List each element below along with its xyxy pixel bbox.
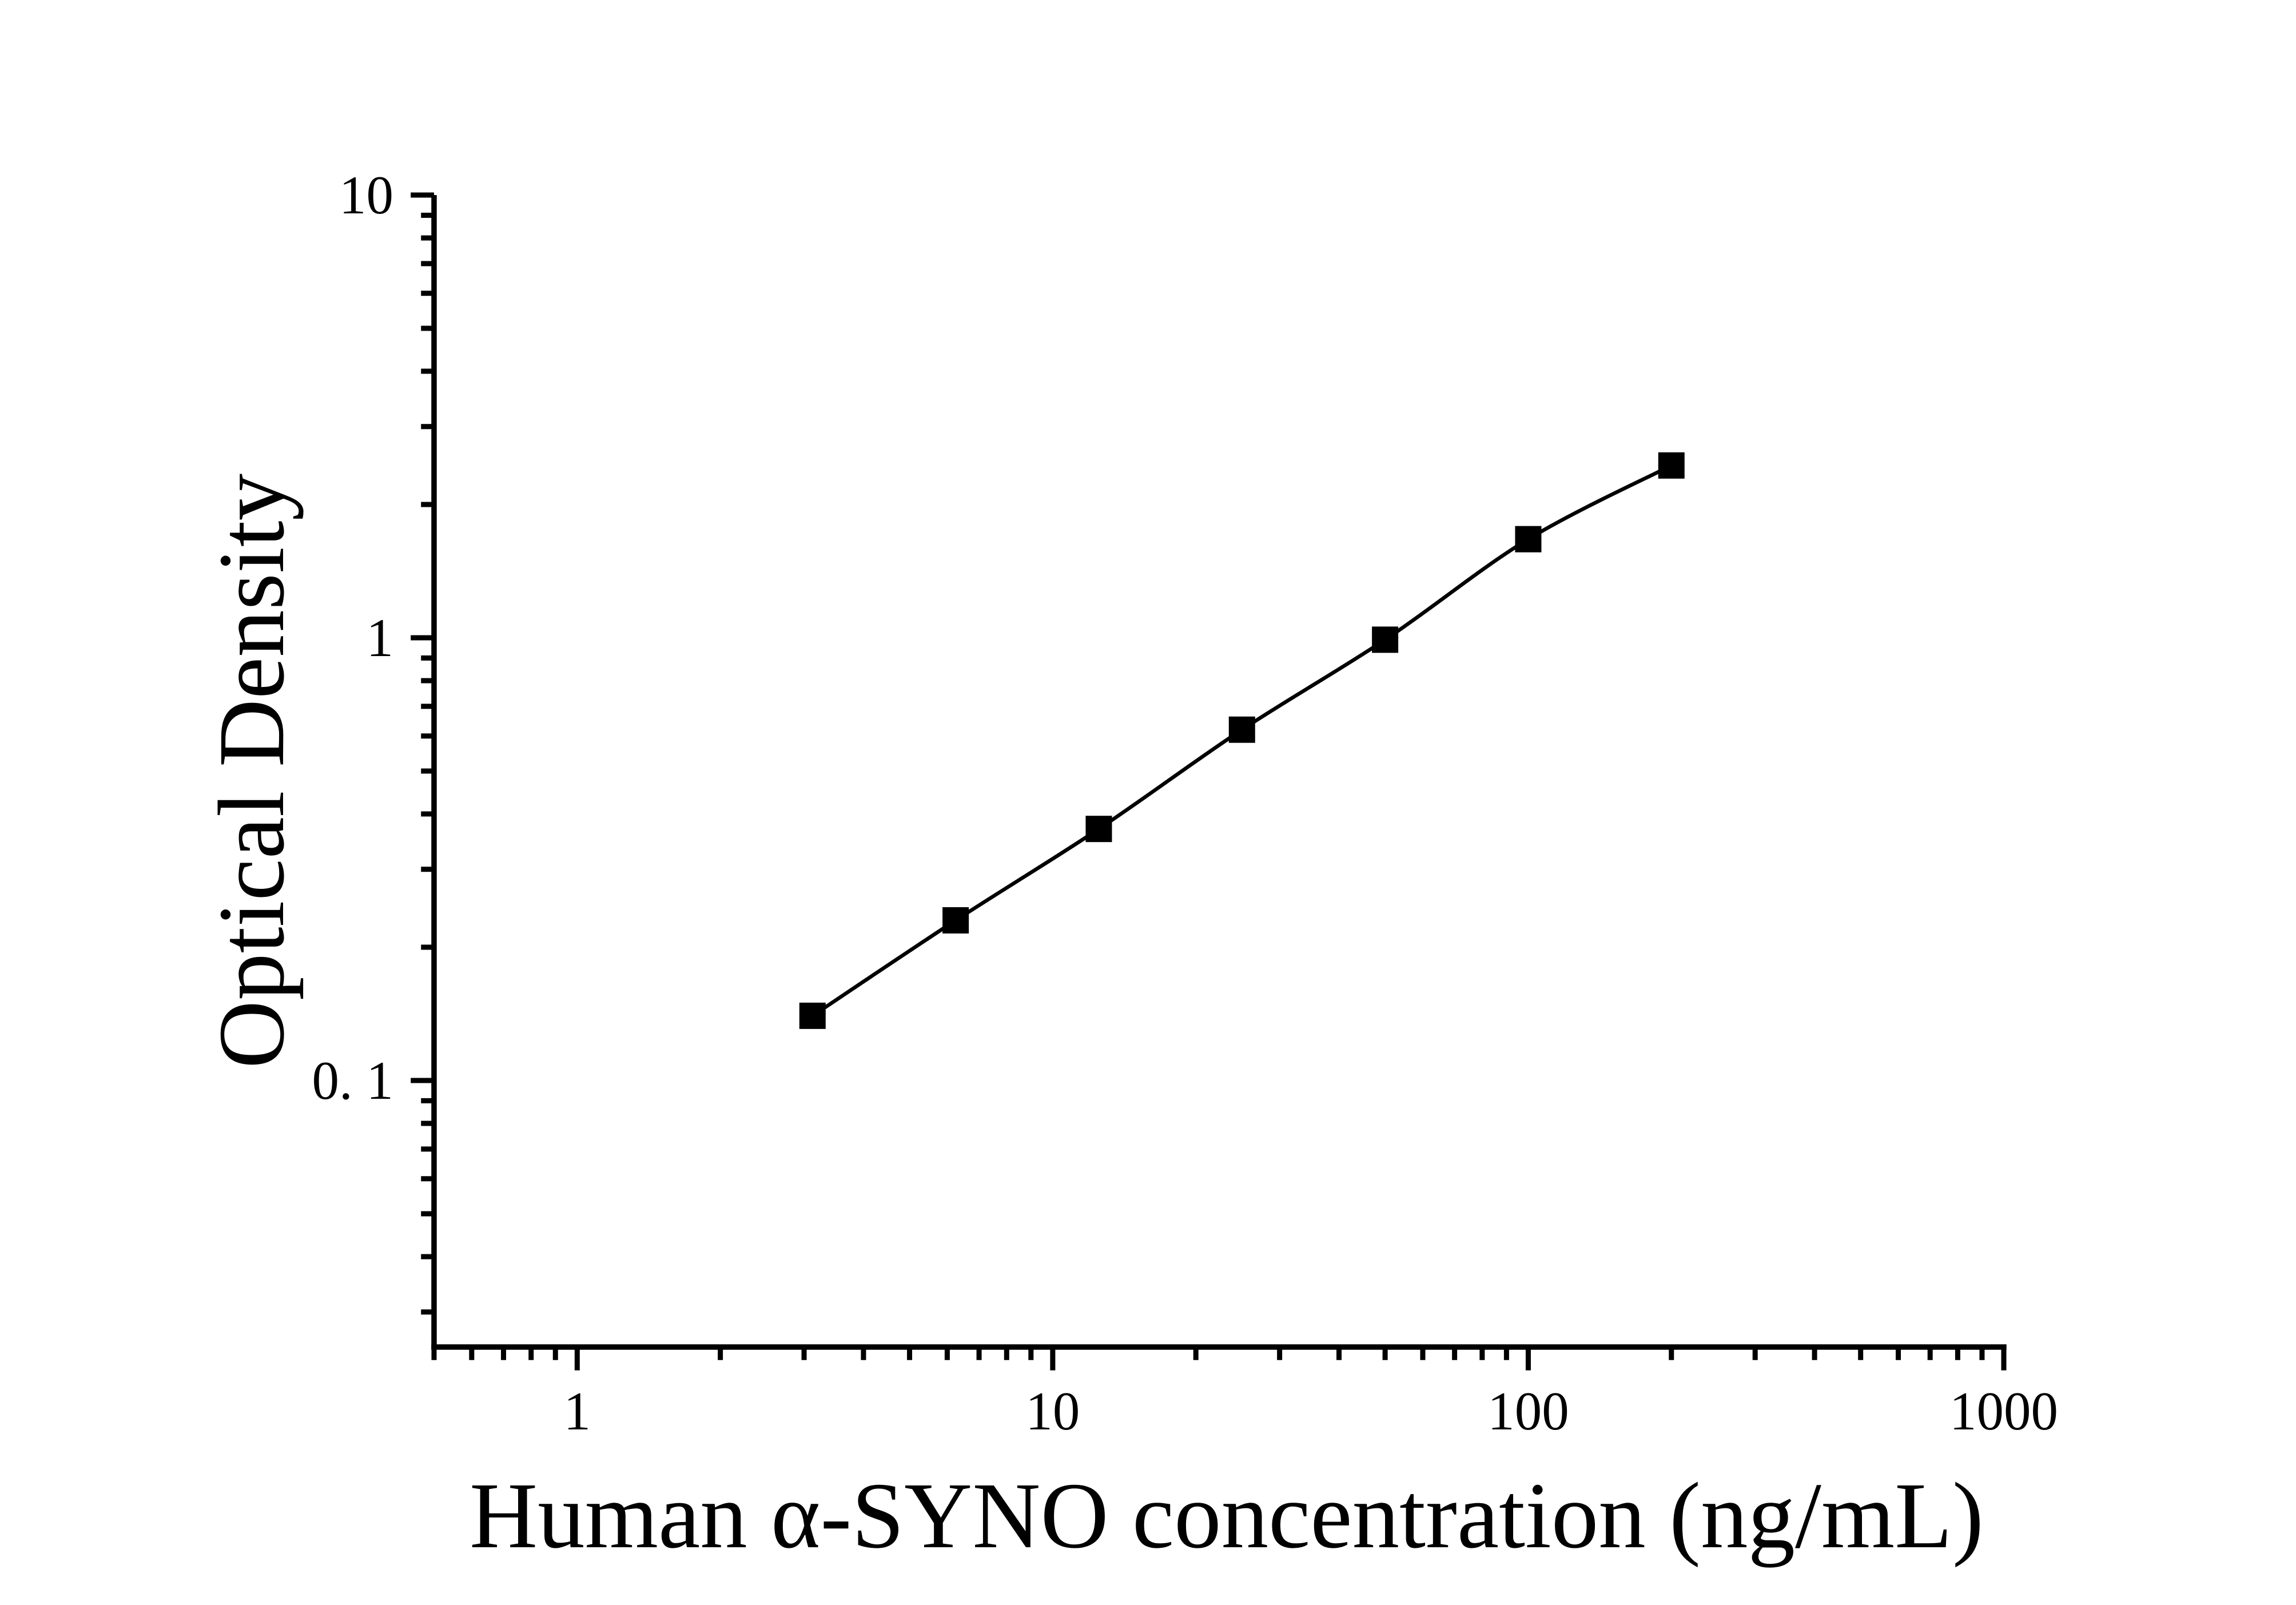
data-point-marker <box>942 907 969 934</box>
data-point-marker <box>1515 526 1542 553</box>
standard-curve-chart: 1 10 100 1000 10 1 0. 1 Human α-SYNO concentra… <box>199 165 2059 1568</box>
data-point-marker <box>1228 716 1255 743</box>
y-tick-label: 0. 1 <box>312 1050 394 1111</box>
x-tick-label: 100 <box>1487 1381 1569 1441</box>
tick-label-layer: 1 10 100 1000 10 1 0. 1 <box>312 165 2059 1441</box>
y-tick-label: 1 <box>367 607 394 668</box>
axes-layer <box>431 195 2007 1350</box>
series-layer <box>799 452 1685 1029</box>
tick-layer <box>411 192 2007 1370</box>
data-point-marker <box>1372 626 1399 653</box>
y-axis-title: Optical Density <box>199 474 304 1068</box>
x-tick-label: 10 <box>1025 1381 1080 1441</box>
data-point-marker <box>1085 816 1112 843</box>
y-tick-label: 10 <box>339 165 393 225</box>
data-point-marker <box>1658 452 1685 479</box>
elisa-standard-curve-figure: 1 10 100 1000 10 1 0. 1 Human α-SYNO concentra… <box>23 9 2296 1605</box>
x-tick-label: 1 <box>564 1381 591 1441</box>
x-axis-title: Human α-SYNO concentration (ng/mL) <box>469 1463 1984 1568</box>
x-tick-label: 1000 <box>1949 1381 2058 1441</box>
data-point-marker <box>799 1002 826 1029</box>
